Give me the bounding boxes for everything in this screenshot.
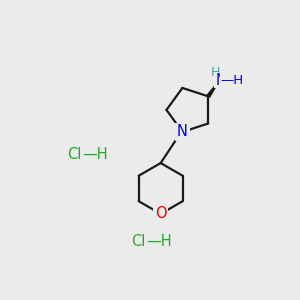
Text: O: O [155, 206, 167, 221]
Text: —H: —H [220, 74, 243, 87]
Text: Cl: Cl [67, 148, 81, 163]
Text: —H: —H [147, 234, 172, 249]
Text: —H: —H [82, 148, 108, 163]
Text: N: N [177, 124, 188, 140]
Text: N: N [215, 73, 226, 88]
Text: Cl: Cl [131, 234, 146, 249]
Polygon shape [207, 80, 220, 97]
Text: H: H [211, 66, 220, 80]
